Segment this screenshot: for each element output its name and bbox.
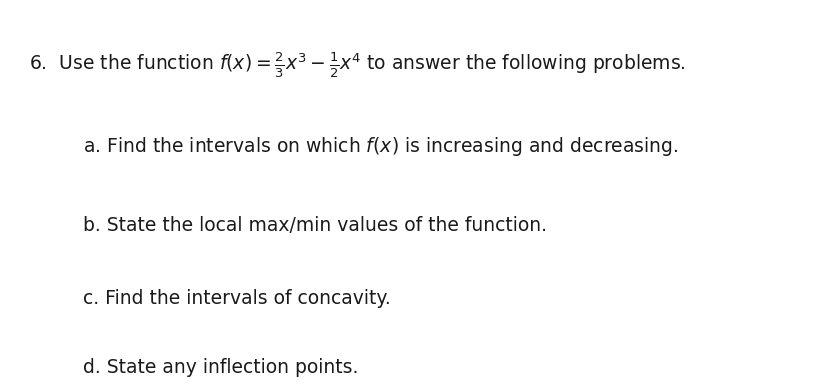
Text: b. State the local max/min values of the function.: b. State the local max/min values of the… [83,216,546,234]
Text: 6.  Use the function $f(x) = \frac{2}{3}x^3 - \frac{1}{2}x^4$ to answer the foll: 6. Use the function $f(x) = \frac{2}{3}x… [29,50,685,80]
Text: c. Find the intervals of concavity.: c. Find the intervals of concavity. [83,289,390,308]
Text: a. Find the intervals on which $f(x)$ is increasing and decreasing.: a. Find the intervals on which $f(x)$ is… [83,135,677,158]
Text: d. State any inflection points.: d. State any inflection points. [83,358,358,377]
